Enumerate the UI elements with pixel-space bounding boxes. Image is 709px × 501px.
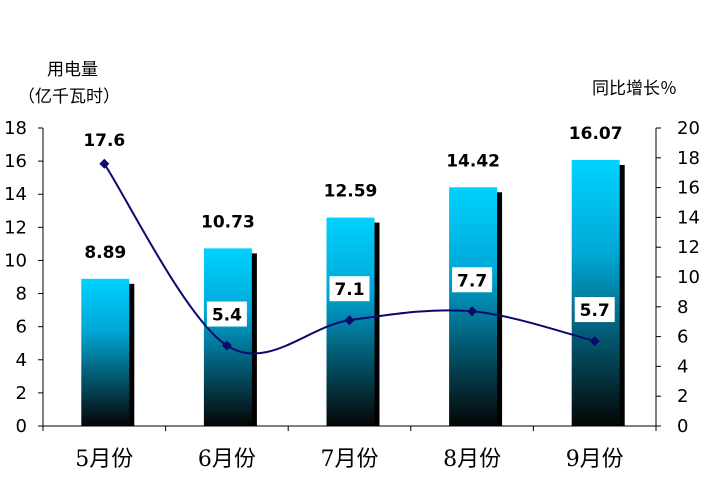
x-tick-label: 8月份 <box>443 447 501 472</box>
left-tick-label: 4 <box>16 350 27 371</box>
growth-line <box>103 163 595 355</box>
right-axis-title: 同比增长％ <box>592 79 677 99</box>
left-tick-label: 12 <box>4 217 27 238</box>
x-tick-label: 6月份 <box>198 447 256 472</box>
left-tick-label: 18 <box>4 118 27 139</box>
right-tick-label: 12 <box>677 237 700 258</box>
label-layer: 8.89 10.73 12.59 14.42 16.07 17.6 5.4 7.1 7.7 5.7 <box>83 124 623 327</box>
right-tick-label: 18 <box>677 148 700 169</box>
line-label-box <box>329 276 370 302</box>
left-tick-label: 14 <box>4 184 27 205</box>
line-value-label: 5.4 <box>212 306 242 326</box>
right-tick-label: 14 <box>677 207 700 228</box>
bar-value-label: 8.89 <box>84 243 126 263</box>
line-value-label: 7.1 <box>334 280 364 300</box>
right-tick-label: 10 <box>677 267 700 288</box>
bar <box>449 187 498 426</box>
left-axis-title-line2: （亿千瓦时） <box>18 87 120 107</box>
axes-layer: 0 2 4 6 8 10 12 14 16 18 0 2 4 6 8 10 12 14 16 18 20 5月份 6月份 7月… <box>4 118 700 472</box>
line-marker <box>221 340 232 351</box>
bar <box>571 159 620 427</box>
line-marker <box>99 158 110 169</box>
bar-value-label: 16.07 <box>569 124 623 144</box>
x-tick-label: 5月份 <box>75 447 133 472</box>
line-label-box <box>206 301 247 327</box>
right-tick-label: 4 <box>677 356 688 377</box>
line-label-box <box>574 297 615 323</box>
bar-layer <box>81 159 625 427</box>
bar-value-label: 12.59 <box>324 182 378 202</box>
bar <box>81 278 130 426</box>
left-axis-title-line1: 用电量 <box>47 60 98 80</box>
line-marker <box>589 336 600 347</box>
left-tick-label: 0 <box>16 416 27 437</box>
line-value-label: 5.7 <box>580 301 610 321</box>
right-tick-label: 8 <box>677 297 688 318</box>
left-tick-label: 10 <box>4 250 27 271</box>
line-layer <box>99 158 600 355</box>
line-marker <box>467 306 478 317</box>
bar-value-label: 14.42 <box>446 151 500 171</box>
right-tick-label: 0 <box>677 416 688 437</box>
right-tick-label: 20 <box>677 118 700 139</box>
line-value-label: 17.6 <box>83 131 125 151</box>
left-tick-label: 2 <box>16 383 27 404</box>
line-marker <box>344 315 355 326</box>
line-label-box <box>452 267 493 293</box>
left-tick-label: 16 <box>4 151 27 172</box>
right-tick-label: 6 <box>677 327 688 348</box>
x-tick-label: 9月份 <box>566 447 624 472</box>
bar-value-label: 10.73 <box>201 212 255 232</box>
left-tick-label: 6 <box>16 317 27 338</box>
right-tick-label: 2 <box>677 386 688 407</box>
bar <box>203 248 252 426</box>
x-tick-label: 7月份 <box>321 447 379 472</box>
right-tick-label: 16 <box>677 178 700 199</box>
line-value-label: 7.7 <box>457 271 487 291</box>
left-tick-label: 8 <box>16 284 27 305</box>
